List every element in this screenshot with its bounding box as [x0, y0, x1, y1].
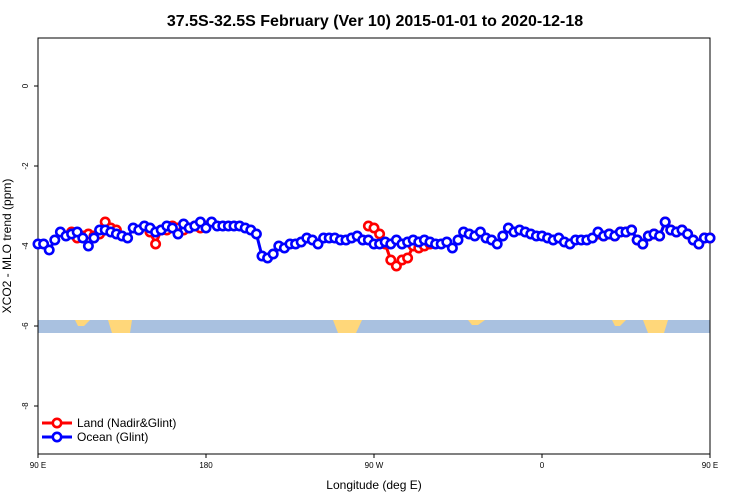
series-1 — [32, 216, 716, 264]
data-point — [88, 232, 100, 244]
australia-land-small — [75, 320, 90, 326]
data-point — [497, 230, 509, 242]
ocean-band — [38, 320, 710, 333]
series-layer — [32, 216, 716, 272]
data-point — [452, 234, 464, 246]
data-point — [654, 230, 666, 242]
x-tick-label: 0 — [540, 461, 545, 470]
australia-land-right — [643, 320, 668, 333]
y-tick-label: -2 — [21, 162, 30, 170]
y-tick-label: 0 — [21, 83, 30, 88]
data-point — [626, 224, 638, 236]
data-point — [43, 244, 55, 256]
y-tick-label: -4 — [21, 242, 30, 250]
legend-ocean-marker — [51, 431, 63, 443]
data-point — [446, 242, 458, 254]
x-axis-label: Longitude (deg E) — [326, 478, 421, 492]
data-point — [82, 240, 94, 252]
x-tick-label: 90 E — [30, 461, 46, 470]
x-tick-label: 90 W — [365, 461, 384, 470]
data-point — [150, 238, 162, 250]
data-point — [49, 234, 61, 246]
data-point — [704, 232, 716, 244]
x-tick-label: 90 E — [702, 461, 718, 470]
legend-land-label: Land (Nadir&Glint) — [77, 416, 176, 430]
australia-land-small-right — [612, 320, 626, 326]
legend: Land (Nadir&Glint) Ocean (Glint) — [42, 416, 176, 444]
data-point — [77, 232, 89, 244]
africa-land — [468, 320, 485, 325]
y-tick-label: -8 — [21, 402, 30, 410]
x-axis: 90 E 180 90 W 0 90 E — [30, 454, 718, 470]
data-point — [402, 252, 414, 264]
data-point — [659, 216, 671, 228]
y-tick-label: -6 — [21, 322, 30, 330]
legend-land-marker — [51, 417, 63, 429]
data-point — [250, 228, 262, 240]
australia-land — [108, 320, 132, 333]
data-point — [374, 228, 386, 240]
legend-ocean-label: Ocean (Glint) — [77, 430, 148, 444]
y-axis-label: XCO2 - MLO trend (ppm) — [0, 179, 14, 314]
x-tick-label: 180 — [199, 461, 213, 470]
chart-title: 37.5S-32.5S February (Ver 10) 2015-01-01… — [167, 13, 583, 30]
data-point — [491, 238, 503, 250]
data-point — [267, 248, 279, 260]
landmass-strip — [38, 320, 710, 333]
data-point — [122, 232, 134, 244]
south-america-land — [333, 320, 362, 333]
data-point — [172, 228, 184, 240]
data-point — [637, 238, 649, 250]
